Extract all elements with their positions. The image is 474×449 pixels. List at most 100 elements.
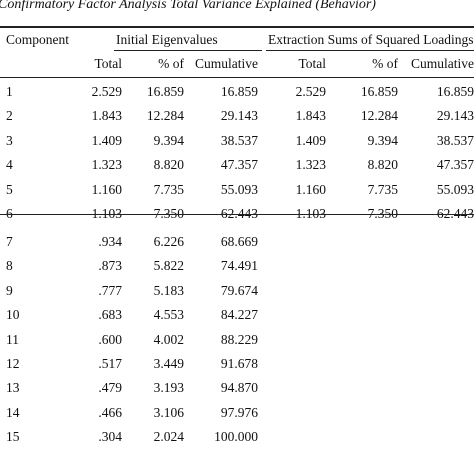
cell-percent: 5.183 [153, 282, 184, 298]
cell-cumulative: 16.859 [220, 84, 258, 99]
cell-total: .600 [98, 331, 122, 347]
table-row: 7 .934 6.226 68.669 [0, 230, 474, 254]
table-row: 4 1.323 8.820 47.357 1.323 8.820 47.357 [0, 153, 474, 177]
cell-total: .466 [98, 404, 122, 420]
cell-component: 12 [6, 355, 20, 371]
header-total: Total [94, 56, 122, 71]
cell-extraction-total: 1.160 [295, 181, 326, 197]
cell-extraction-percent: 12.284 [360, 108, 398, 124]
header-extraction-total: Total [298, 56, 326, 71]
cell-total: 2.529 [91, 84, 122, 99]
cell-cumulative: 84.227 [220, 307, 258, 323]
cell-extraction-cumulative: 47.357 [436, 157, 474, 173]
cell-cumulative: 29.143 [220, 108, 258, 124]
cell-cumulative: 38.537 [220, 132, 258, 148]
cell-extraction-total: 1.323 [295, 157, 326, 173]
cell-percent: 3.449 [153, 355, 184, 371]
cell-cumulative: 91.678 [220, 355, 258, 371]
cell-extraction-cumulative: 62.443 [436, 206, 474, 222]
cell-cumulative: 79.674 [220, 282, 258, 298]
initial-eigenvalues-rule [114, 50, 262, 51]
cell-cumulative: 97.976 [220, 404, 258, 420]
header-rule [0, 77, 474, 78]
table-row: 13 .479 3.193 94.870 [0, 376, 474, 400]
table-row: 14 .466 3.106 97.976 [0, 401, 474, 425]
cell-total: .683 [98, 307, 122, 323]
cell-extraction-total: 2.529 [295, 84, 326, 99]
cell-cumulative: 74.491 [220, 258, 258, 274]
cell-percent: 3.193 [153, 380, 184, 396]
cell-total: .777 [98, 282, 122, 298]
header-group-row: Component Initial Eigenvalues Extraction… [0, 28, 474, 52]
table-row: 15 .304 2.024 100.000 [0, 425, 474, 449]
table-row: 6 1.103 7.350 62.443 1.103 7.350 62.443 [0, 202, 474, 226]
cell-cumulative: 94.870 [220, 380, 258, 396]
cell-cumulative: 55.093 [220, 181, 258, 197]
cell-cumulative: 47.357 [220, 157, 258, 173]
cell-component: 7 [6, 233, 13, 249]
cell-component: 8 [6, 258, 13, 274]
cell-component: 3 [6, 132, 13, 148]
cell-component: 1 [6, 84, 13, 99]
cell-percent: 9.394 [153, 132, 184, 148]
cell-component: 15 [6, 429, 20, 445]
table-row: 3 1.409 9.394 38.537 1.409 9.394 38.537 [0, 129, 474, 153]
extraction-sums-rule [266, 50, 474, 51]
cell-total: 1.103 [91, 206, 122, 222]
header-sub-row: Total % of Cumulative Total % of Cumulat… [0, 52, 474, 76]
cell-component: 4 [6, 157, 13, 173]
cell-extraction-cumulative: 38.537 [436, 132, 474, 148]
cell-component: 14 [6, 404, 20, 420]
cell-percent: 2.024 [153, 429, 184, 445]
cell-percent: 12.284 [146, 108, 184, 124]
cell-cumulative: 68.669 [220, 233, 258, 249]
cell-component: 6 [6, 202, 13, 226]
cell-extraction-total: 1.103 [295, 206, 326, 222]
cell-total: 1.843 [91, 108, 122, 124]
cell-component: 9 [6, 282, 13, 298]
header-extraction-percent: % of [372, 56, 398, 71]
cell-percent: 6.226 [153, 233, 184, 249]
cell-percent: 8.820 [153, 157, 184, 173]
header-initial-eigenvalues: Initial Eigenvalues [116, 32, 218, 47]
top-rule [0, 26, 474, 28]
cell-extraction-percent: 8.820 [367, 157, 398, 173]
cell-percent: 5.822 [153, 258, 184, 274]
cell-extraction-percent: 7.350 [367, 206, 398, 222]
header-component: Component [6, 32, 69, 47]
cell-extraction-cumulative: 16.859 [436, 84, 474, 99]
cell-component: 2 [6, 108, 13, 124]
cell-component: 10 [6, 307, 20, 323]
cell-total: .934 [98, 233, 122, 249]
cell-total: .873 [98, 258, 122, 274]
cell-cumulative: 100.000 [214, 429, 258, 445]
cell-extraction-percent: 9.394 [367, 132, 398, 148]
table-row: 12 .517 3.449 91.678 [0, 352, 474, 376]
cell-extraction-percent: 7.735 [367, 181, 398, 197]
table-row: 9 .777 5.183 79.674 [0, 279, 474, 303]
cell-percent: 4.002 [153, 331, 184, 347]
cell-total: .479 [98, 380, 122, 396]
cell-extraction-cumulative: 55.093 [436, 181, 474, 197]
cell-total: 1.409 [91, 132, 122, 148]
cell-percent: 4.553 [153, 307, 184, 323]
cell-total: 1.160 [91, 181, 122, 197]
header-cumulative: Cumulative [195, 56, 258, 71]
table-row: 8 .873 5.822 74.491 [0, 254, 474, 278]
cell-percent: 7.735 [153, 181, 184, 197]
table-row: 10 .683 4.553 84.227 [0, 303, 474, 327]
table-row: 2 1.843 12.284 29.143 1.843 12.284 29.143 [0, 104, 474, 128]
cell-cumulative: 88.229 [220, 331, 258, 347]
cell-component: 5 [6, 181, 13, 197]
cell-component: 13 [6, 380, 20, 396]
cell-component: 11 [6, 331, 19, 347]
header-extraction-sums: Extraction Sums of Squared Loadings [268, 32, 474, 47]
table-row: 1 2.529 16.859 16.859 2.529 16.859 16.859 [0, 80, 474, 104]
cell-percent: 3.106 [153, 404, 184, 420]
table-row: 11 .600 4.002 88.229 [0, 328, 474, 352]
cell-extraction-total: 1.409 [295, 132, 326, 148]
cell-total: .304 [98, 429, 122, 445]
cell-extraction-cumulative: 29.143 [436, 108, 474, 124]
cell-percent: 7.350 [153, 206, 184, 222]
cell-total: .517 [98, 355, 122, 371]
